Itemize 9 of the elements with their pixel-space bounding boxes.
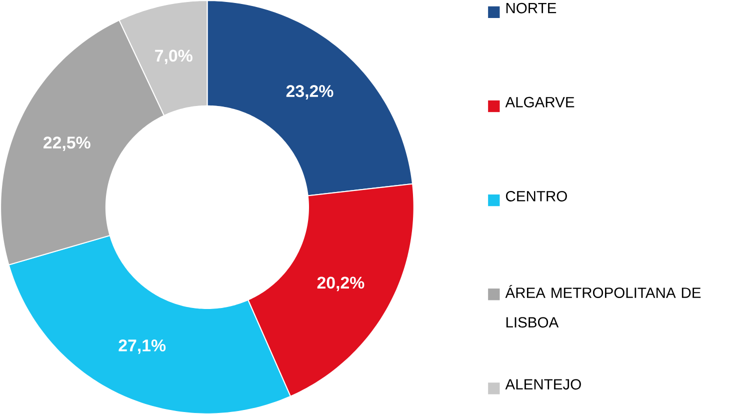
- legend-label: ALGARVE: [505, 96, 574, 108]
- data-label: 23,2%: [286, 84, 334, 100]
- data-label: 20,2%: [317, 276, 364, 291]
- legend-label: ALENTEJO: [505, 378, 581, 390]
- legend-label: NORTE: [506, 2, 556, 14]
- legend-label: CENTRO: [506, 190, 567, 202]
- category-label: ÁREA METROPOLITANA DE LISBOA: [505, 284, 701, 328]
- data-label: 27,1%: [118, 339, 166, 354]
- data-label: 22,5%: [44, 136, 90, 151]
